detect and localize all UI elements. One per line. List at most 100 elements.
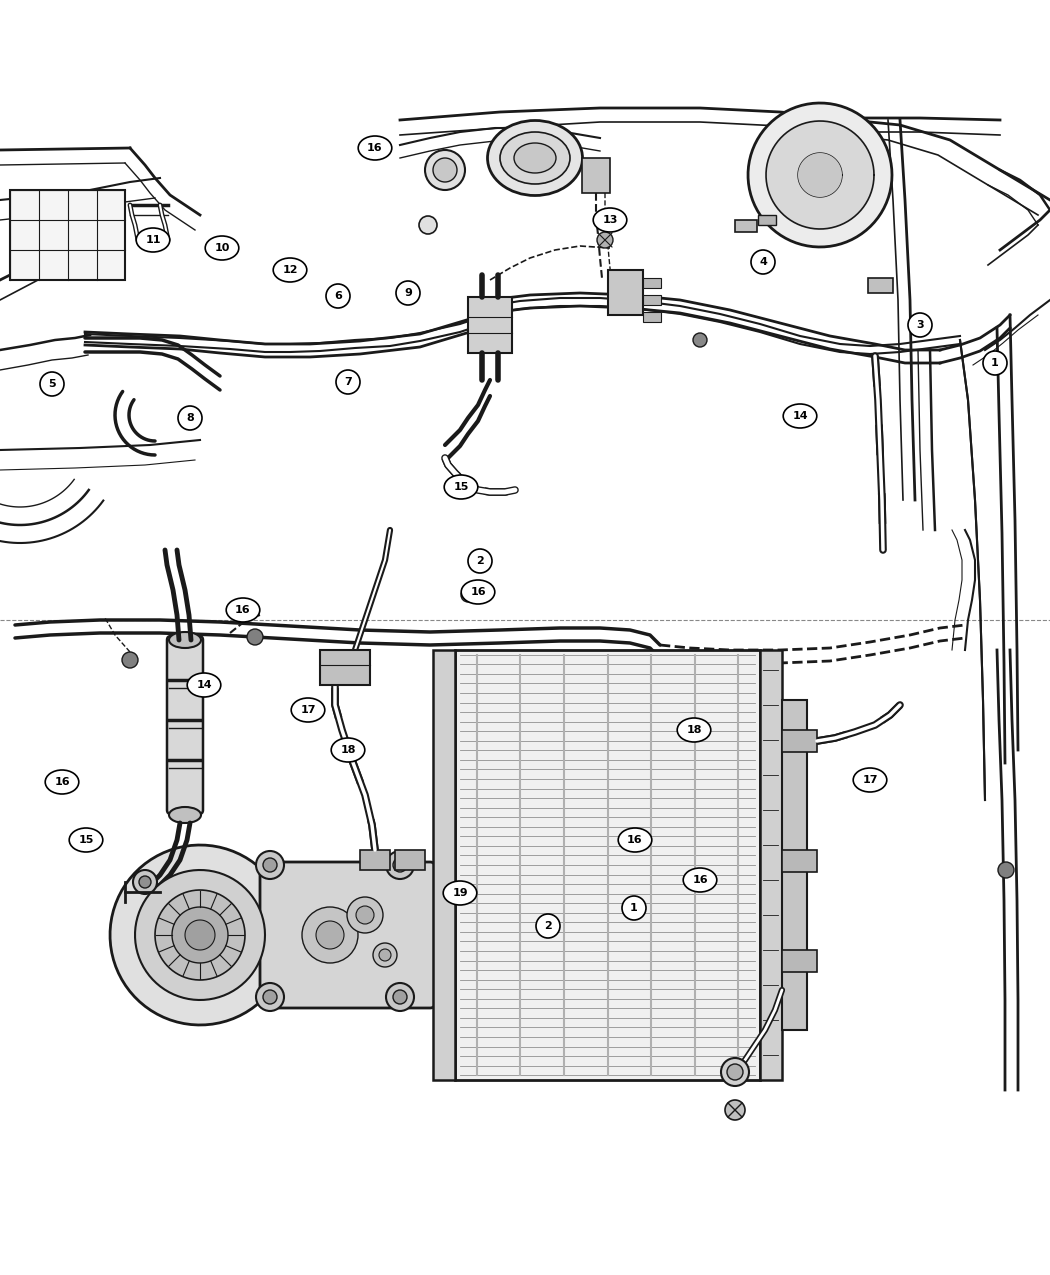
Polygon shape	[766, 121, 874, 230]
Circle shape	[373, 944, 397, 966]
Polygon shape	[135, 870, 265, 1000]
Ellipse shape	[69, 827, 103, 852]
Ellipse shape	[684, 868, 717, 892]
Circle shape	[393, 858, 407, 872]
Circle shape	[693, 333, 707, 347]
Bar	[643, 278, 662, 288]
Bar	[782, 700, 807, 1030]
Circle shape	[908, 312, 932, 337]
Bar	[455, 650, 760, 1080]
Polygon shape	[798, 153, 842, 198]
Text: 1: 1	[991, 358, 999, 368]
Ellipse shape	[593, 208, 627, 232]
Polygon shape	[155, 890, 245, 980]
Ellipse shape	[444, 476, 478, 499]
Text: 9: 9	[404, 288, 412, 298]
Circle shape	[139, 876, 151, 887]
Circle shape	[983, 351, 1007, 375]
Text: 16: 16	[235, 606, 251, 615]
Text: 7: 7	[344, 377, 352, 388]
Circle shape	[727, 1065, 743, 1080]
Ellipse shape	[500, 133, 570, 184]
Circle shape	[256, 983, 284, 1011]
Bar	[468, 297, 512, 353]
Text: 6: 6	[334, 291, 342, 301]
FancyBboxPatch shape	[260, 862, 435, 1009]
Circle shape	[751, 250, 775, 274]
Text: 8: 8	[186, 413, 194, 423]
Bar	[643, 295, 662, 305]
Text: 18: 18	[687, 725, 701, 734]
Circle shape	[419, 215, 437, 235]
Ellipse shape	[443, 881, 477, 905]
Circle shape	[178, 405, 202, 430]
Bar	[782, 950, 817, 972]
Circle shape	[468, 550, 492, 572]
Bar	[643, 312, 662, 323]
Circle shape	[40, 372, 64, 397]
Bar	[782, 850, 817, 872]
Polygon shape	[110, 845, 290, 1025]
Ellipse shape	[677, 718, 711, 742]
Circle shape	[302, 907, 358, 963]
Bar	[320, 650, 370, 685]
Bar	[735, 221, 757, 232]
Circle shape	[386, 983, 414, 1011]
Text: 15: 15	[454, 482, 468, 492]
Bar	[582, 158, 610, 193]
Text: 16: 16	[368, 143, 383, 153]
Circle shape	[433, 158, 457, 182]
Text: 2: 2	[544, 921, 552, 931]
Ellipse shape	[487, 121, 583, 195]
Bar	[433, 650, 455, 1080]
Ellipse shape	[273, 258, 307, 282]
Circle shape	[425, 150, 465, 190]
Text: 19: 19	[453, 887, 468, 898]
Bar	[360, 850, 390, 870]
Bar	[868, 278, 892, 293]
Circle shape	[622, 896, 646, 921]
Circle shape	[326, 284, 350, 309]
Circle shape	[379, 949, 391, 961]
Ellipse shape	[331, 738, 364, 762]
Bar	[782, 731, 817, 752]
Text: 16: 16	[692, 875, 708, 885]
Text: 16: 16	[470, 586, 486, 597]
Ellipse shape	[45, 770, 79, 794]
Ellipse shape	[169, 807, 201, 822]
Ellipse shape	[783, 404, 817, 428]
Circle shape	[336, 370, 360, 394]
Circle shape	[356, 907, 374, 924]
FancyBboxPatch shape	[167, 636, 203, 813]
Circle shape	[386, 850, 414, 878]
Text: 17: 17	[862, 775, 878, 785]
Circle shape	[122, 652, 138, 668]
Circle shape	[262, 989, 277, 1003]
Ellipse shape	[291, 697, 324, 722]
Ellipse shape	[187, 673, 220, 697]
Text: 15: 15	[79, 835, 93, 845]
Circle shape	[346, 898, 383, 933]
Ellipse shape	[854, 768, 887, 792]
Text: 13: 13	[603, 215, 617, 224]
Text: 12: 12	[282, 265, 298, 275]
Circle shape	[133, 870, 158, 894]
Text: 14: 14	[792, 411, 807, 421]
Circle shape	[597, 232, 613, 249]
Text: 1: 1	[630, 903, 638, 913]
Text: 16: 16	[627, 835, 643, 845]
Ellipse shape	[205, 236, 238, 260]
Text: 5: 5	[48, 379, 56, 389]
Ellipse shape	[514, 143, 556, 173]
Text: 10: 10	[214, 244, 230, 252]
Circle shape	[998, 862, 1014, 878]
Text: 18: 18	[340, 745, 356, 755]
Text: 17: 17	[300, 705, 316, 715]
Circle shape	[393, 989, 407, 1003]
Bar	[10, 190, 125, 280]
Ellipse shape	[618, 827, 652, 852]
Bar	[395, 850, 425, 870]
Circle shape	[316, 921, 344, 949]
Bar	[608, 270, 643, 315]
Polygon shape	[748, 103, 892, 247]
